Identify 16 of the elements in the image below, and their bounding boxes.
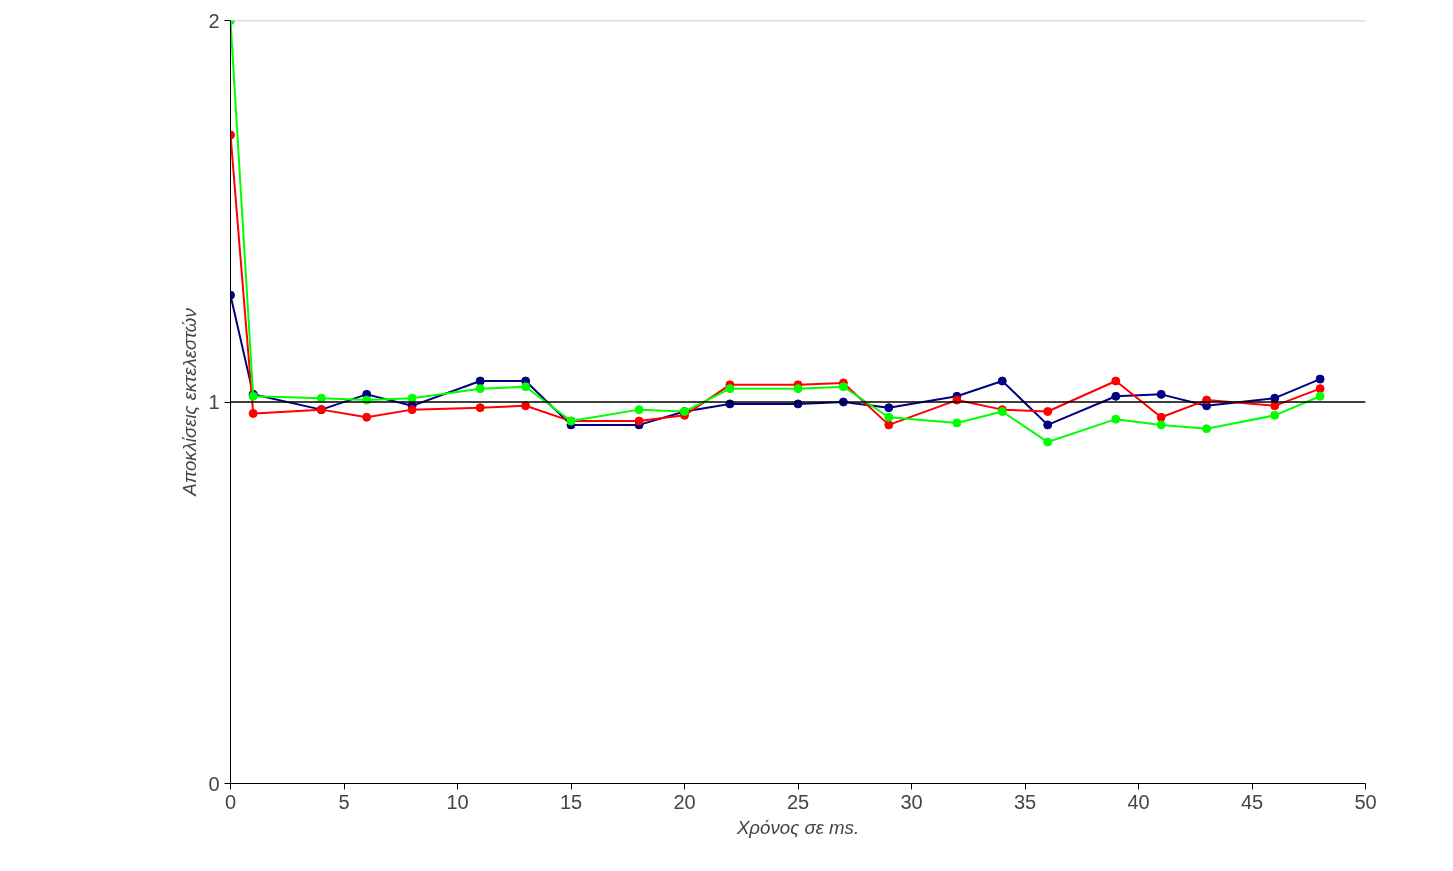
y-axis-title: Αποκλίσεις εκτελεστών (179, 307, 201, 497)
y-tick-label: 2 (208, 9, 220, 32)
x-tick-label: 5 (338, 790, 350, 813)
x-tick-label: 0 (224, 790, 237, 813)
x-tick-label: 35 (1013, 790, 1037, 813)
x-tick-label: 10 (446, 790, 469, 813)
x-tick-label: 25 (786, 790, 810, 813)
x-tick-label: 40 (1127, 790, 1150, 813)
x-axis-title: Χρόνος σε ms. (735, 816, 860, 838)
y-tick-label: 1 (208, 391, 220, 413)
x-tick-label: 20 (673, 790, 696, 813)
x-tick-label: 15 (559, 790, 583, 813)
x-tick-label: 50 (1354, 790, 1377, 813)
x-tick-label: 30 (900, 790, 923, 813)
y-tick-label: 0 (208, 772, 220, 795)
x-tick-label: 45 (1240, 790, 1264, 813)
